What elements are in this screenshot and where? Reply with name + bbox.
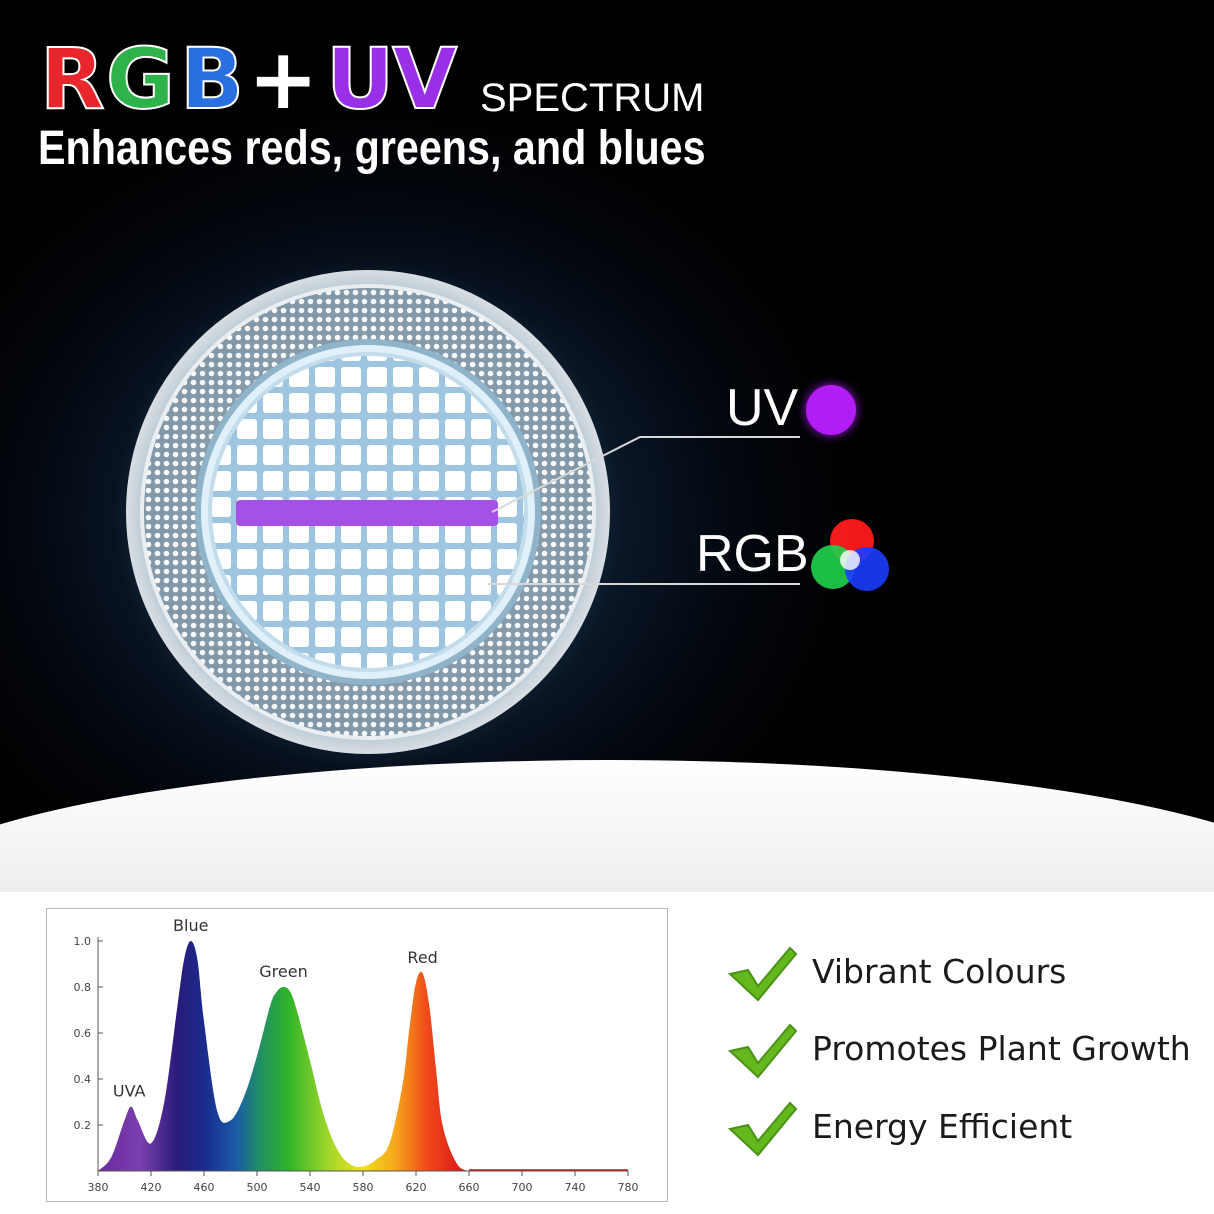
peak-label: Green (259, 962, 307, 981)
y-tick-label: 0.4 (74, 1073, 92, 1086)
uv-label: UV (726, 379, 799, 437)
y-tick-label: 0.8 (74, 981, 92, 994)
spectrum-chart: 380 420 460 500 540 580 620 660 700 740 780 0.2 0.4 0… (74, 916, 639, 1194)
title-letter-g: G (105, 30, 176, 128)
x-tick-label: 500 (247, 1181, 268, 1194)
title-letter-b: B (179, 30, 245, 128)
spectrum-chart-frame: 380 420 460 500 540 580 620 660 700 740 780 0.2 0.4 0… (46, 908, 668, 1202)
x-tick-label: 740 (565, 1181, 586, 1194)
x-tick-label: 460 (194, 1181, 215, 1194)
check-icon (727, 1101, 798, 1157)
title-plus: + (248, 30, 318, 128)
check-icon (727, 1023, 798, 1079)
uv-dot-icon (806, 385, 856, 435)
feature-label: Vibrant Colours (812, 952, 1067, 991)
peak-label: UVA (113, 1082, 146, 1101)
lamp-illustration (113, 259, 889, 769)
x-tick-label: 380 (88, 1181, 109, 1194)
hero-panel: R G B + UV SPECTRUM Enhances reds, green… (0, 0, 1214, 892)
title-letter-r: R (39, 30, 106, 128)
spectrum-area (98, 941, 628, 1171)
title-uv: UV (325, 30, 458, 128)
x-tick-label: 540 (300, 1181, 321, 1194)
peak-label: Blue (173, 916, 208, 935)
feature-label: Energy Efficient (812, 1107, 1073, 1146)
x-tick-label: 660 (459, 1181, 480, 1194)
x-tick-label: 420 (141, 1181, 162, 1194)
rgb-dots-icon (811, 519, 889, 591)
x-tick-label: 780 (618, 1181, 639, 1194)
check-icon (727, 946, 798, 1002)
rgb-label: RGB (696, 525, 809, 583)
title-suffix: SPECTRUM (480, 76, 705, 120)
y-tick-label: 0.6 (74, 1027, 92, 1040)
uv-callout-line (491, 436, 800, 513)
x-tick-label: 580 (353, 1181, 374, 1194)
x-tick-label: 620 (406, 1181, 427, 1194)
y-tick-label: 0.2 (74, 1119, 92, 1132)
x-tick-label: 700 (512, 1181, 533, 1194)
y-tick-label: 1.0 (74, 935, 92, 948)
peak-label: Red (407, 948, 437, 967)
feature-label: Promotes Plant Growth (812, 1029, 1191, 1068)
subtitle: Enhances reds, greens, and blues (38, 122, 706, 175)
